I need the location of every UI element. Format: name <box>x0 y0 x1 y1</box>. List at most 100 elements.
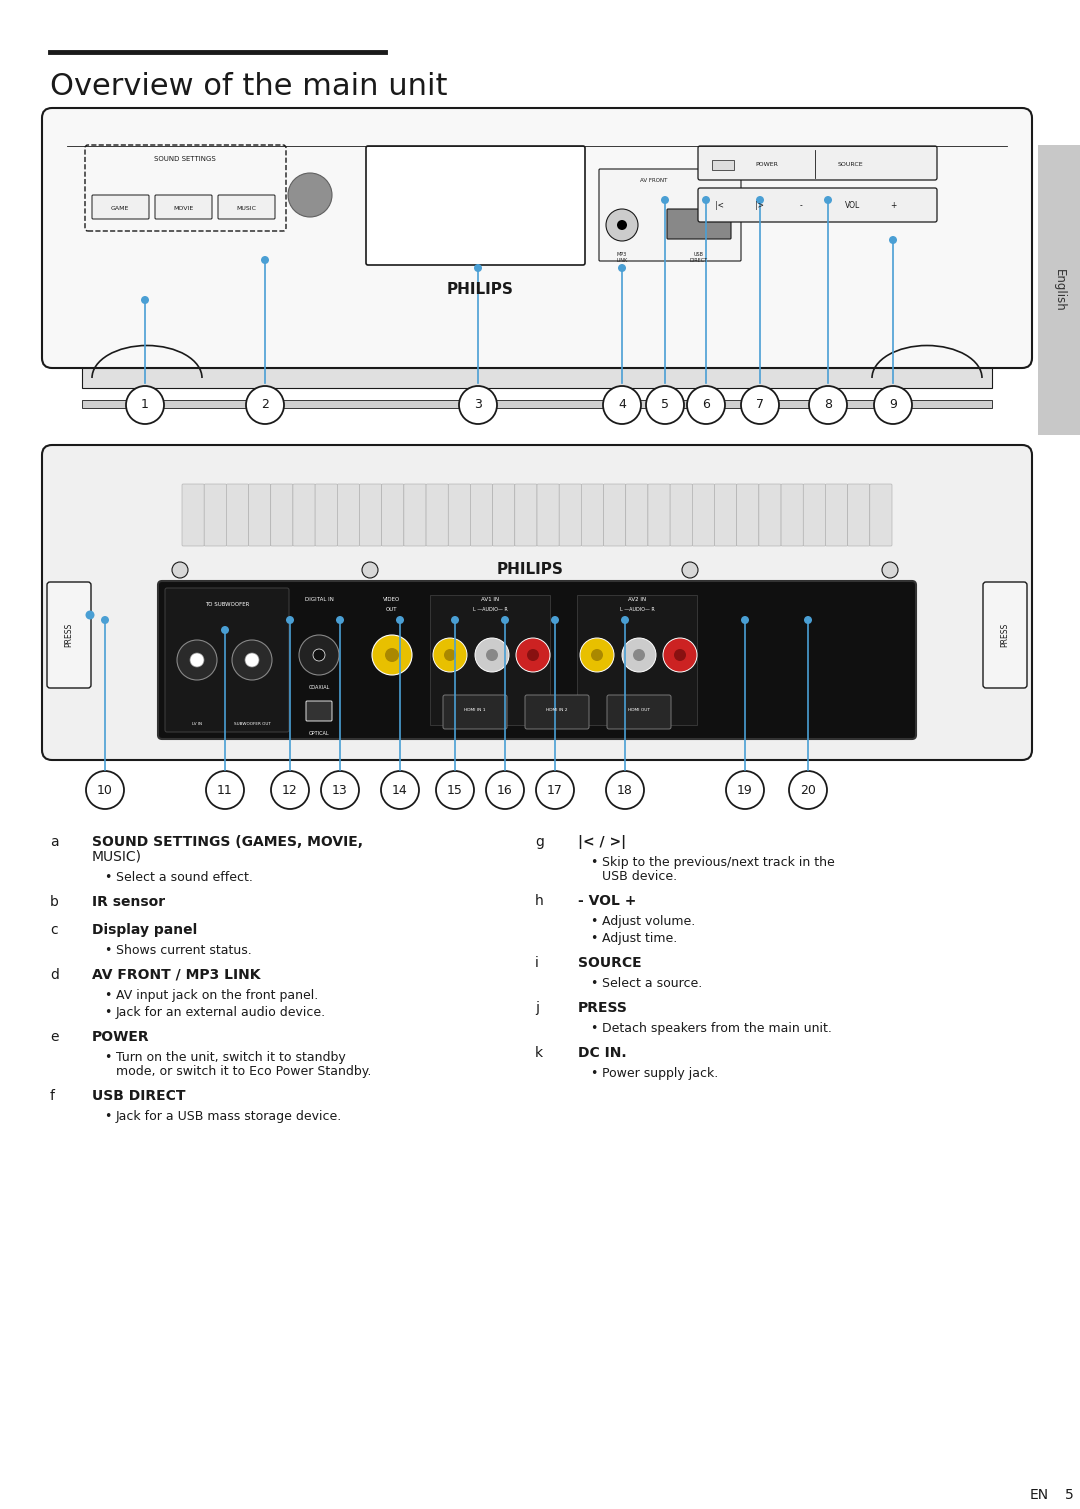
Circle shape <box>501 616 509 625</box>
Text: 15: 15 <box>447 783 463 797</box>
Text: 9: 9 <box>889 398 896 412</box>
FancyBboxPatch shape <box>165 589 289 732</box>
Text: Shows current status.: Shows current status. <box>116 945 252 957</box>
Text: USB
DIRECT: USB DIRECT <box>690 252 708 263</box>
Text: VOL: VOL <box>845 202 861 210</box>
Text: MUSIC: MUSIC <box>237 205 256 210</box>
Circle shape <box>190 653 204 667</box>
Circle shape <box>633 649 645 661</box>
Circle shape <box>102 616 109 625</box>
FancyBboxPatch shape <box>625 484 648 546</box>
Text: •: • <box>104 1111 111 1123</box>
Text: 18: 18 <box>617 783 633 797</box>
FancyBboxPatch shape <box>492 484 515 546</box>
Circle shape <box>261 257 269 264</box>
Text: MOVIE: MOVIE <box>173 205 193 210</box>
FancyBboxPatch shape <box>848 484 869 546</box>
Text: •: • <box>104 988 111 1002</box>
FancyBboxPatch shape <box>869 484 892 546</box>
Text: L —AUDIO— R: L —AUDIO— R <box>473 607 508 613</box>
Circle shape <box>756 196 764 204</box>
FancyBboxPatch shape <box>825 484 848 546</box>
FancyBboxPatch shape <box>737 484 759 546</box>
Text: USB device.: USB device. <box>602 871 677 883</box>
Text: L —AUDIO— R: L —AUDIO— R <box>620 607 654 613</box>
FancyBboxPatch shape <box>204 484 227 546</box>
FancyBboxPatch shape <box>42 445 1032 761</box>
Circle shape <box>741 386 779 424</box>
FancyBboxPatch shape <box>759 484 781 546</box>
Text: PRESS: PRESS <box>578 1000 627 1016</box>
Text: 11: 11 <box>217 783 233 797</box>
Text: b: b <box>50 895 59 908</box>
Circle shape <box>474 264 482 272</box>
Circle shape <box>536 771 573 809</box>
Text: •: • <box>590 933 597 945</box>
Text: AV2 IN: AV2 IN <box>627 598 646 602</box>
Text: SOUND SETTINGS (GAMES, MOVIE,: SOUND SETTINGS (GAMES, MOVIE, <box>92 834 363 850</box>
FancyBboxPatch shape <box>92 195 149 219</box>
FancyBboxPatch shape <box>537 484 559 546</box>
FancyBboxPatch shape <box>430 595 550 724</box>
Text: •: • <box>590 1067 597 1080</box>
Circle shape <box>527 649 539 661</box>
FancyBboxPatch shape <box>360 484 381 546</box>
Circle shape <box>444 649 456 661</box>
Text: DC IN.: DC IN. <box>578 1046 626 1059</box>
Text: f: f <box>50 1089 55 1103</box>
FancyBboxPatch shape <box>604 484 625 546</box>
FancyBboxPatch shape <box>781 484 804 546</box>
Text: 4: 4 <box>618 398 626 412</box>
Circle shape <box>172 561 188 578</box>
Text: Select a sound effect.: Select a sound effect. <box>116 871 253 884</box>
Text: +: + <box>890 202 896 210</box>
Text: •: • <box>590 856 597 869</box>
Text: 3: 3 <box>474 398 482 412</box>
Text: IR sensor: IR sensor <box>92 895 165 908</box>
Bar <box>1038 145 1080 435</box>
Circle shape <box>475 638 509 672</box>
Text: English: English <box>1053 269 1066 311</box>
Text: POWER: POWER <box>755 161 778 166</box>
Text: 16: 16 <box>497 783 513 797</box>
Text: SOUND SETTINGS: SOUND SETTINGS <box>154 155 216 161</box>
Circle shape <box>221 626 229 634</box>
Circle shape <box>433 638 467 672</box>
Circle shape <box>617 220 627 229</box>
Circle shape <box>177 640 217 681</box>
Text: Power supply jack.: Power supply jack. <box>602 1067 718 1080</box>
Text: Adjust time.: Adjust time. <box>602 933 677 945</box>
Circle shape <box>85 611 95 620</box>
Circle shape <box>232 640 272 681</box>
Text: a: a <box>50 834 58 850</box>
Text: |< / >|: |< / >| <box>578 834 626 850</box>
FancyBboxPatch shape <box>667 210 731 238</box>
Text: Skip to the previous/next track in the: Skip to the previous/next track in the <box>602 856 835 869</box>
Text: AV FRONT / MP3 LINK: AV FRONT / MP3 LINK <box>92 967 260 982</box>
Text: HDMI IN 1: HDMI IN 1 <box>464 708 486 712</box>
Text: - VOL +: - VOL + <box>578 893 636 908</box>
Text: POWER: POWER <box>92 1031 150 1044</box>
Text: Turn on the unit, switch it to standby: Turn on the unit, switch it to standby <box>116 1050 346 1064</box>
Text: 13: 13 <box>333 783 348 797</box>
Circle shape <box>384 647 399 662</box>
Text: Select a source.: Select a source. <box>602 976 702 990</box>
FancyBboxPatch shape <box>599 169 741 261</box>
Circle shape <box>681 561 698 578</box>
Circle shape <box>824 196 832 204</box>
Circle shape <box>313 649 325 661</box>
Text: 10: 10 <box>97 783 113 797</box>
Text: •: • <box>104 871 111 884</box>
FancyBboxPatch shape <box>315 484 337 546</box>
Text: 6: 6 <box>702 398 710 412</box>
Circle shape <box>621 616 629 625</box>
FancyBboxPatch shape <box>293 484 315 546</box>
Text: AV input jack on the front panel.: AV input jack on the front panel. <box>116 988 319 1002</box>
Text: 5: 5 <box>661 398 669 412</box>
Text: PRESS: PRESS <box>65 623 73 647</box>
Text: VIDEO: VIDEO <box>383 598 401 602</box>
FancyBboxPatch shape <box>227 484 248 546</box>
FancyBboxPatch shape <box>515 484 537 546</box>
FancyBboxPatch shape <box>183 484 204 546</box>
Circle shape <box>286 616 294 625</box>
